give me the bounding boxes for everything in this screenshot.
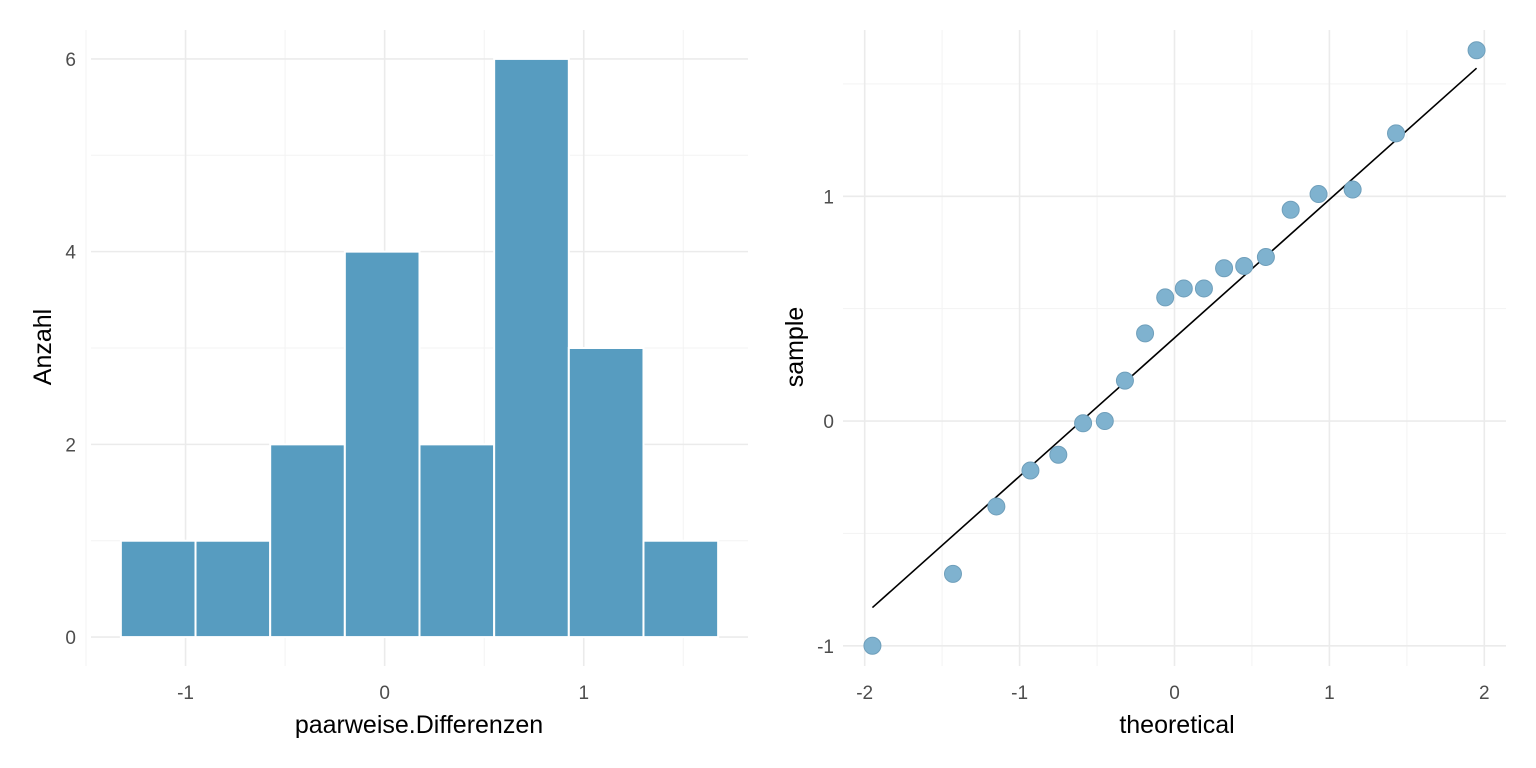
histogram-x-tick-label: -1 <box>177 683 194 704</box>
histogram-bar <box>642 539 720 639</box>
qq-x-tick-label: 0 <box>1169 683 1180 704</box>
histogram-bar <box>119 539 197 639</box>
qq-point <box>1343 180 1362 199</box>
qq-points <box>863 41 1486 655</box>
qq-point <box>1115 371 1134 390</box>
qq-y-axis-title: sample <box>781 307 809 388</box>
qq-point <box>1467 41 1486 60</box>
histogram-y-tick-label: 4 <box>65 243 76 264</box>
qq-point <box>1281 200 1300 219</box>
qq-y-tick-label: 0 <box>823 412 834 433</box>
qq-point <box>1074 414 1093 433</box>
qq-point <box>1049 445 1068 464</box>
qq-plot-panel: -2 -1 0 1 2 -1 0 1 theoretical sample <box>781 30 1506 739</box>
qq-point <box>1309 185 1328 204</box>
qq-point <box>943 564 962 583</box>
qq-y-tick-labels: -1 0 1 <box>817 187 834 657</box>
histogram-x-axis-title: paarweise.Differenzen <box>295 711 543 739</box>
histogram-bar <box>418 443 496 639</box>
histogram-bar <box>567 347 645 639</box>
qq-point <box>1136 324 1155 343</box>
qq-point <box>1095 412 1114 431</box>
qq-point <box>1256 247 1275 266</box>
histogram-y-axis-title: Anzahl <box>29 309 57 385</box>
qq-point <box>1156 288 1175 307</box>
histogram-y-tick-label: 2 <box>65 435 76 456</box>
histogram-panel: -1 0 1 0 2 4 6 paarweise.Differenzen Anzahl <box>29 30 748 739</box>
qq-point <box>1235 256 1254 275</box>
qq-x-tick-label: -1 <box>1011 683 1028 704</box>
histogram-bar <box>194 539 272 639</box>
histogram-x-tick-label: 1 <box>578 683 589 704</box>
qq-point <box>863 636 882 655</box>
histogram-x-tick-label: 0 <box>379 683 390 704</box>
histogram-x-tick-labels: -1 0 1 <box>177 683 589 704</box>
histogram-y-tick-labels: 0 2 4 6 <box>65 50 76 649</box>
qq-reference-line <box>871 67 1478 609</box>
qq-point <box>1194 279 1213 298</box>
histogram-y-tick-label: 6 <box>65 50 76 71</box>
qq-point <box>987 497 1006 516</box>
qq-gridlines <box>843 30 1506 666</box>
histogram-bar <box>269 443 346 639</box>
qq-point <box>1174 279 1193 298</box>
qq-y-tick-label: 1 <box>823 187 834 208</box>
qq-x-tick-label: 2 <box>1479 683 1490 704</box>
histogram-bars <box>119 57 720 639</box>
qq-point <box>1387 124 1406 143</box>
histogram-y-tick-label: 0 <box>65 628 76 649</box>
qq-x-tick-label: 1 <box>1324 683 1335 704</box>
qq-x-axis-title: theoretical <box>1119 711 1234 739</box>
qq-x-tick-labels: -2 -1 0 1 2 <box>856 683 1489 704</box>
qq-point <box>1021 461 1040 480</box>
qq-y-tick-label: -1 <box>817 637 834 658</box>
qq-point <box>1215 259 1234 278</box>
histogram-bar <box>493 57 570 639</box>
qq-x-tick-label: -2 <box>856 683 873 704</box>
histogram-bar <box>343 250 421 639</box>
